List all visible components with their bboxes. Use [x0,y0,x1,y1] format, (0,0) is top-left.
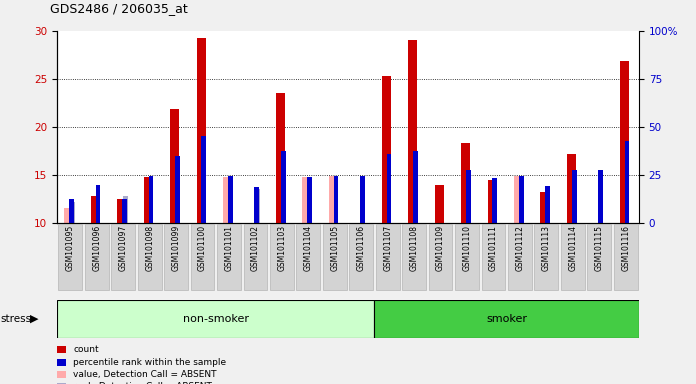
Bar [487,180,497,223]
Bar [307,177,312,223]
Text: GSM101108: GSM101108 [410,225,418,271]
Bar [255,189,260,223]
FancyBboxPatch shape [376,224,400,290]
Bar [545,186,550,223]
Text: GSM101095: GSM101095 [66,225,74,271]
Text: ▶: ▶ [30,314,38,324]
FancyBboxPatch shape [57,300,374,338]
FancyBboxPatch shape [111,224,135,290]
Bar [70,202,75,223]
Bar [381,76,391,223]
Text: GSM101099: GSM101099 [172,225,180,271]
FancyBboxPatch shape [244,224,267,290]
Text: value, Detection Call = ABSENT: value, Detection Call = ABSENT [73,370,216,379]
Bar [408,40,418,223]
Text: stress: stress [1,314,32,324]
Text: GSM101101: GSM101101 [225,225,233,271]
FancyBboxPatch shape [349,224,373,290]
Text: GSM101098: GSM101098 [145,225,154,271]
Text: rank, Detection Call = ABSENT: rank, Detection Call = ABSENT [73,382,212,384]
FancyBboxPatch shape [58,224,82,290]
Bar [466,170,470,223]
Text: GSM101112: GSM101112 [516,225,524,271]
Text: GSM101111: GSM101111 [489,225,498,271]
FancyBboxPatch shape [217,224,241,290]
Bar [95,185,100,223]
FancyBboxPatch shape [508,224,532,290]
Bar [386,154,391,223]
FancyBboxPatch shape [455,224,479,290]
Text: GSM101110: GSM101110 [463,225,471,271]
FancyBboxPatch shape [535,224,558,290]
Bar [228,176,232,223]
Bar [64,208,74,223]
FancyBboxPatch shape [429,224,452,290]
Bar [90,196,100,223]
FancyBboxPatch shape [374,300,639,338]
Bar [567,154,576,223]
Bar [175,157,180,223]
Bar [196,38,206,223]
Text: GSM101116: GSM101116 [622,225,630,271]
FancyBboxPatch shape [191,224,214,290]
Bar [69,199,74,223]
Bar [122,199,127,223]
Text: count: count [73,345,99,354]
Bar [360,176,365,223]
Text: GSM101103: GSM101103 [278,225,286,271]
Text: GSM101102: GSM101102 [251,225,260,271]
Text: GDS2486 / 206035_at: GDS2486 / 206035_at [50,2,188,15]
Bar [148,176,153,223]
Bar [170,109,180,223]
Bar [117,199,127,223]
FancyBboxPatch shape [270,224,294,290]
Bar [302,177,312,223]
Bar [280,151,285,223]
FancyBboxPatch shape [85,224,109,290]
Bar [143,177,153,223]
Text: GSM101107: GSM101107 [383,225,392,271]
FancyBboxPatch shape [323,224,347,290]
Text: GSM101109: GSM101109 [436,225,445,271]
FancyBboxPatch shape [402,224,426,290]
Bar [492,177,497,223]
Bar [333,176,338,223]
Text: smoker: smoker [487,314,527,324]
Text: GSM101106: GSM101106 [357,225,365,271]
Bar [201,136,206,223]
Bar [254,187,259,223]
FancyBboxPatch shape [614,224,638,290]
Text: GSM101097: GSM101097 [119,225,127,271]
Bar [519,176,523,223]
Text: GSM101100: GSM101100 [198,225,207,271]
Bar [123,196,128,223]
Text: non-smoker: non-smoker [183,314,248,324]
Text: GSM101115: GSM101115 [595,225,603,271]
Bar [619,61,629,223]
FancyBboxPatch shape [296,224,320,290]
Bar [276,93,285,223]
Bar [598,170,603,223]
FancyBboxPatch shape [164,224,188,290]
Text: GSM101096: GSM101096 [93,225,101,271]
FancyBboxPatch shape [587,224,611,290]
FancyBboxPatch shape [561,224,585,290]
Text: percentile rank within the sample: percentile rank within the sample [73,358,226,367]
Text: GSM101114: GSM101114 [569,225,577,271]
Bar [514,176,523,223]
Bar [624,141,629,223]
FancyBboxPatch shape [138,224,161,290]
Text: GSM101113: GSM101113 [542,225,551,271]
Text: GSM101105: GSM101105 [331,225,339,271]
Bar [571,170,576,223]
Bar [434,185,444,223]
Bar [461,143,470,223]
Bar [413,151,418,223]
Text: GSM101104: GSM101104 [304,225,313,271]
Bar [223,177,232,223]
Bar [329,176,338,223]
FancyBboxPatch shape [482,224,505,290]
Bar [540,192,550,223]
